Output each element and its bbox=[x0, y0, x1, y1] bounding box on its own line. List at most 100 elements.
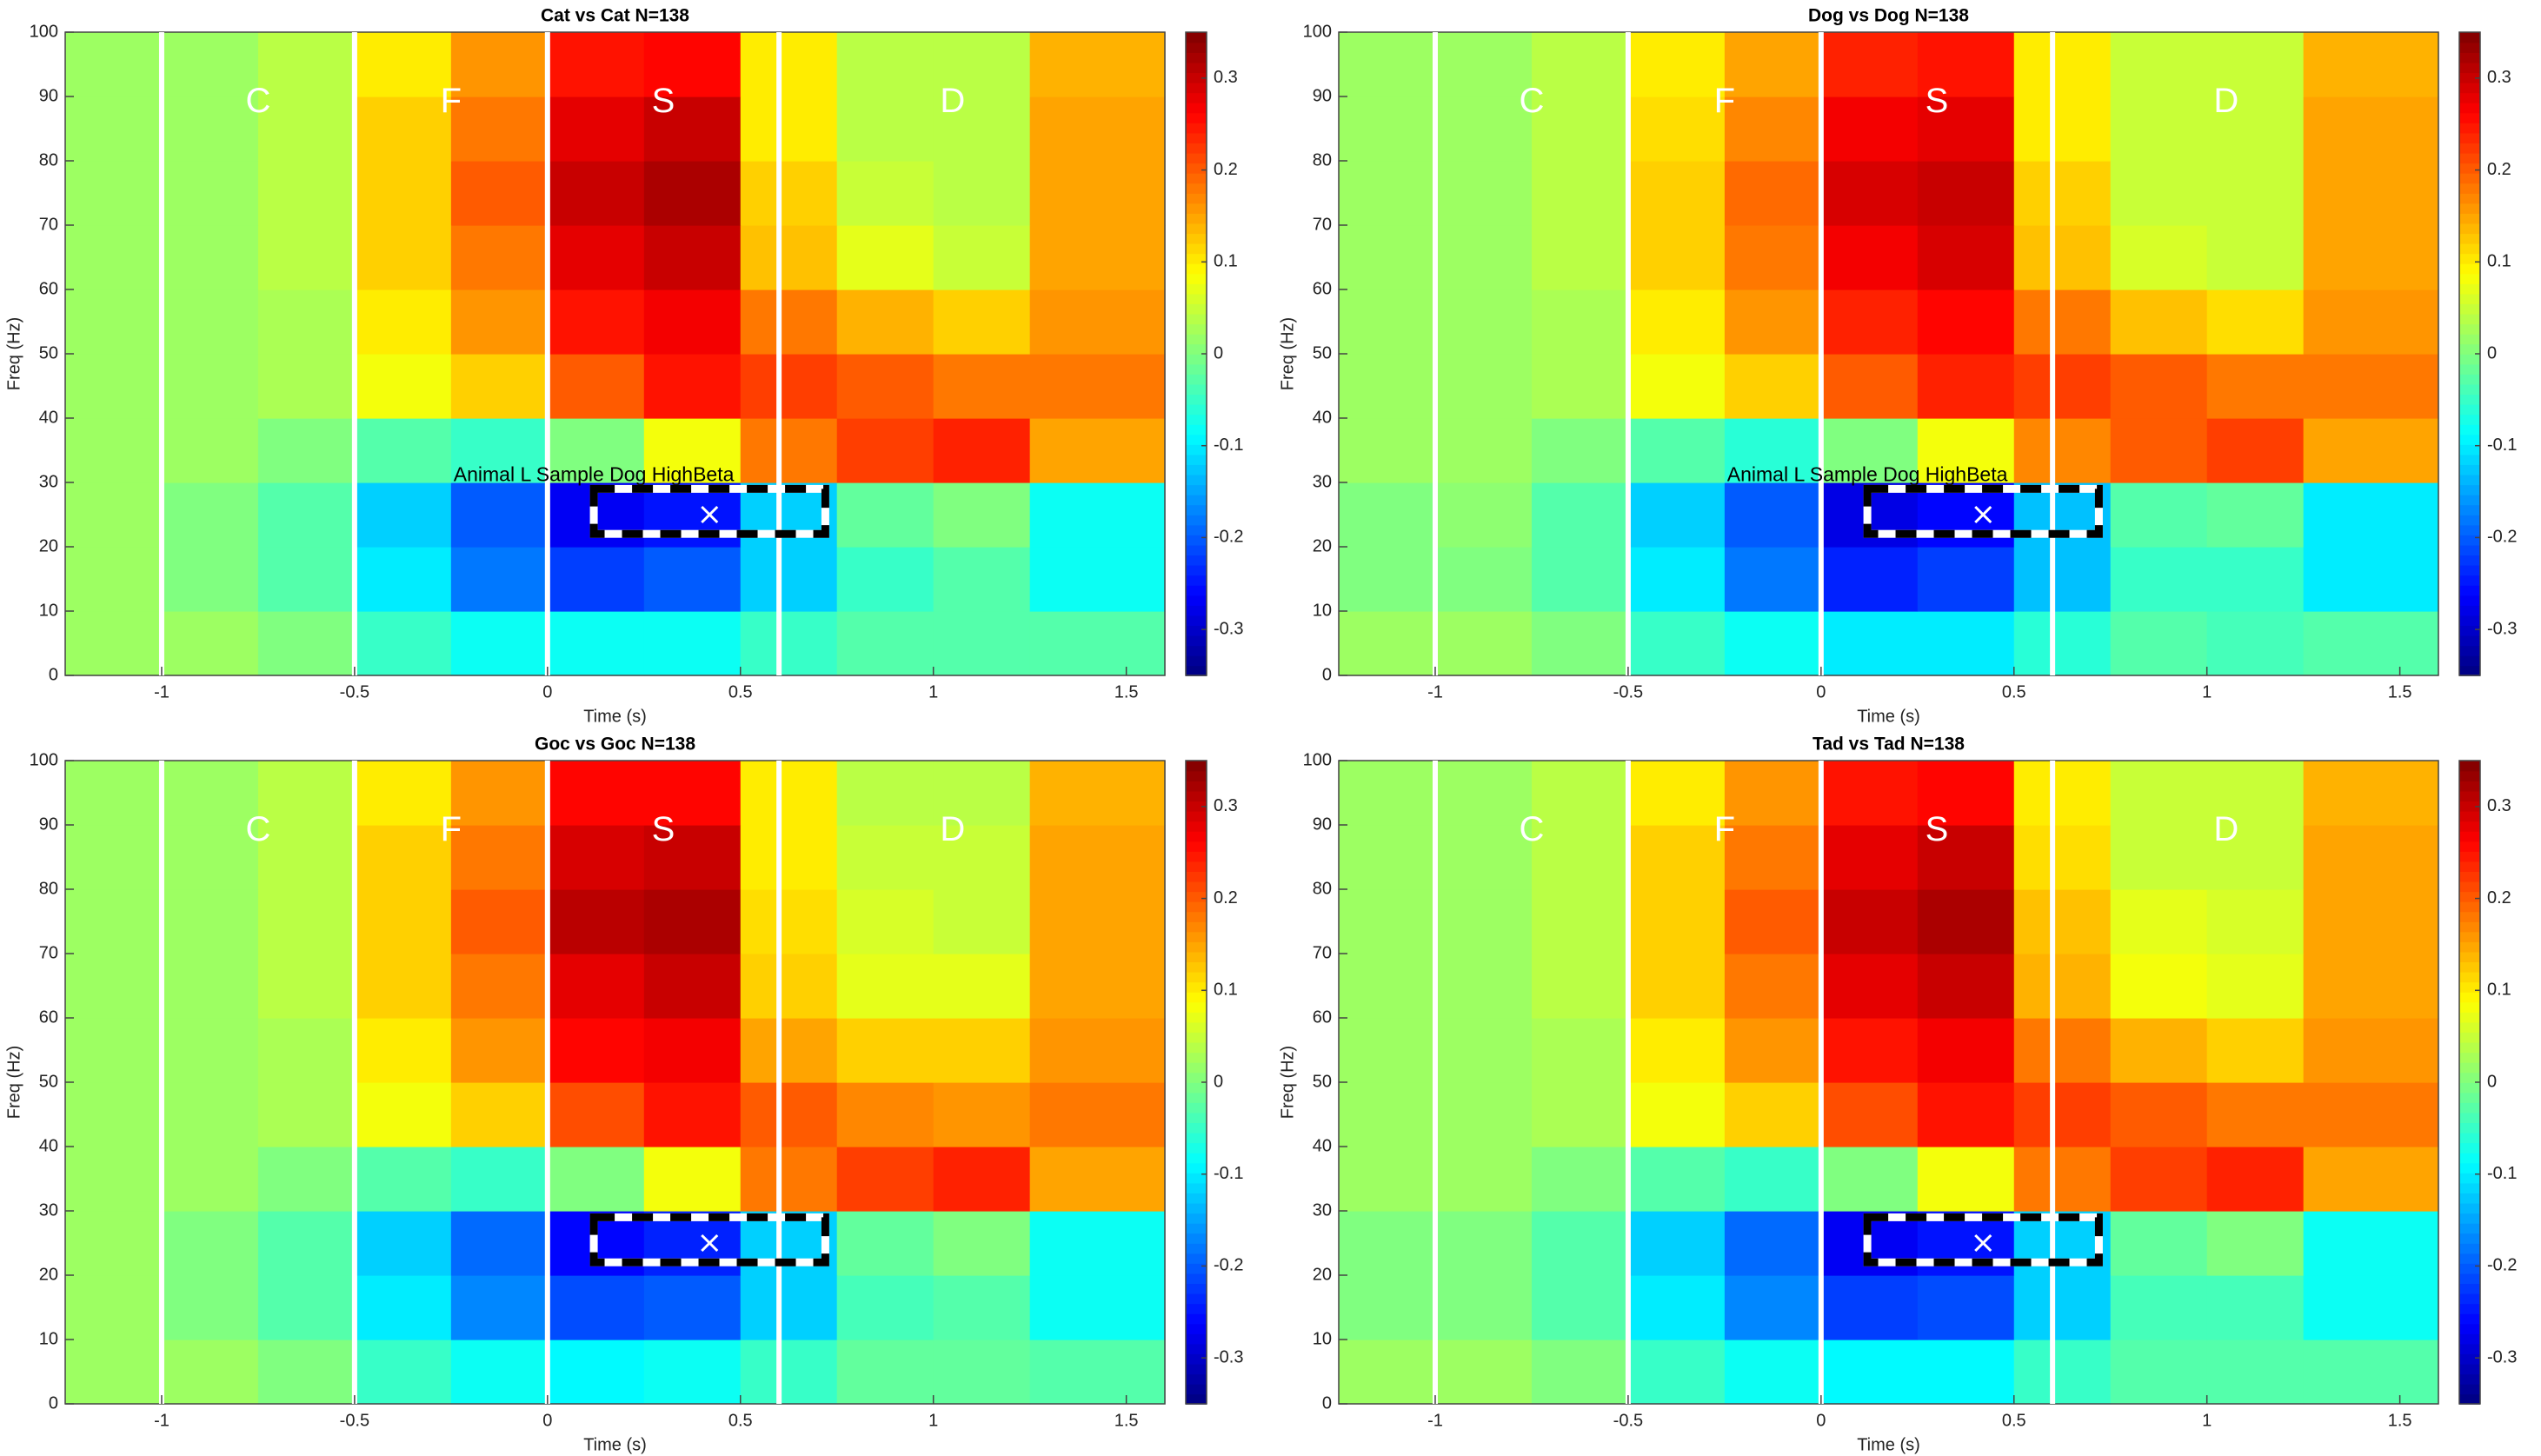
colorbar-step bbox=[1186, 1041, 1207, 1054]
colorbar-step bbox=[2459, 1162, 2480, 1173]
heatmap-cell bbox=[1820, 418, 1919, 483]
heatmap-cell bbox=[933, 1018, 1031, 1083]
heatmap-cell bbox=[161, 1018, 259, 1083]
heatmap-cell bbox=[450, 482, 549, 548]
heatmap-cell bbox=[161, 825, 259, 890]
colorbar-step bbox=[1186, 595, 1207, 606]
annotation: Animal L Sample Dog HighBeta bbox=[454, 463, 735, 486]
colorbar-step bbox=[1186, 1233, 1207, 1244]
heatmap-cell bbox=[161, 761, 259, 826]
heatmap-cell bbox=[547, 96, 645, 162]
heatmap-cell bbox=[1627, 1082, 1726, 1147]
heatmap-cell bbox=[1339, 289, 1436, 355]
colorbar-step bbox=[1186, 223, 1207, 235]
y-tick-label: 90 bbox=[1313, 814, 1332, 834]
colorbar-step bbox=[1186, 363, 1207, 375]
colorbar-tick-label: 0 bbox=[1214, 343, 1223, 362]
colorbar-step bbox=[1186, 1052, 1207, 1063]
heatmap-cell bbox=[1434, 418, 1533, 483]
colorbar-tick-label: 0 bbox=[2487, 343, 2497, 362]
heatmap-cell bbox=[1917, 547, 2015, 612]
heatmap-cell bbox=[161, 889, 259, 954]
annotation: C bbox=[1519, 82, 1544, 120]
annotation: S bbox=[652, 82, 675, 120]
heatmap-cell bbox=[354, 889, 452, 954]
colorbar-step bbox=[2459, 1112, 2480, 1124]
colorbar-step bbox=[2459, 761, 2480, 772]
heatmap-cell bbox=[65, 161, 163, 226]
colorbar-step bbox=[1186, 605, 1207, 616]
heatmap-cell bbox=[740, 1018, 838, 1083]
heatmap-cell bbox=[933, 889, 1031, 954]
heatmap-cell bbox=[2013, 1275, 2112, 1340]
heatmap-cell bbox=[2013, 354, 2112, 419]
heatmap-cell bbox=[547, 289, 645, 355]
heatmap-cell bbox=[354, 32, 452, 97]
heatmap-cell bbox=[257, 482, 356, 548]
heatmap-cell bbox=[1724, 1211, 1822, 1276]
heatmap-cell bbox=[643, 547, 742, 612]
y-tick-label: 50 bbox=[39, 343, 58, 362]
colorbar-step bbox=[2459, 605, 2480, 616]
roi-box-dash bbox=[1863, 1213, 2103, 1267]
heatmap-cell bbox=[1339, 889, 1436, 954]
colorbar-step bbox=[1186, 474, 1207, 486]
colorbar-step bbox=[2459, 1142, 2480, 1153]
colorbar-step bbox=[1186, 403, 1207, 416]
chart-title: Cat vs Cat N=138 bbox=[541, 6, 689, 26]
y-tick-label: 70 bbox=[1313, 215, 1332, 234]
heatmap-cell bbox=[2206, 32, 2305, 97]
colorbar-step bbox=[2459, 861, 2480, 872]
heatmap-cell bbox=[65, 418, 163, 483]
colorbar-step bbox=[2459, 454, 2480, 465]
heatmap-cell bbox=[740, 547, 838, 612]
colorbar-step bbox=[1186, 383, 1207, 396]
colorbar-step bbox=[2459, 313, 2480, 325]
heatmap-cell bbox=[836, 225, 935, 290]
colorbar-step bbox=[2459, 595, 2480, 606]
y-tick-label: 10 bbox=[39, 1329, 58, 1348]
heatmap-cell bbox=[354, 225, 452, 290]
colorbar-step bbox=[2459, 414, 2480, 425]
colorbar-step bbox=[2459, 564, 2480, 576]
colorbar-step bbox=[1186, 183, 1207, 194]
colorbar-step bbox=[2459, 1273, 2480, 1285]
heatmap-cell bbox=[1627, 889, 1726, 954]
heatmap-cell bbox=[740, 825, 838, 890]
colorbar-step bbox=[2459, 1222, 2480, 1234]
colorbar-tick-label: 0.1 bbox=[1214, 252, 1238, 271]
heatmap-cell bbox=[740, 161, 838, 226]
heatmap-cell bbox=[2013, 1147, 2112, 1212]
colorbar-step bbox=[2459, 1061, 2480, 1074]
colorbar-step bbox=[1186, 564, 1207, 576]
heatmap-cell bbox=[643, 1275, 742, 1340]
colorbar-tick-label: -0.3 bbox=[2487, 1347, 2517, 1366]
y-tick-label: 30 bbox=[1313, 1200, 1332, 1220]
heatmap-cell bbox=[1339, 761, 1436, 826]
colorbar-step bbox=[1186, 504, 1207, 515]
x-tick-label: 0.5 bbox=[2002, 682, 2026, 701]
colorbar-step bbox=[2459, 434, 2480, 445]
colorbar-step bbox=[2459, 555, 2480, 566]
heatmap-cell bbox=[740, 418, 838, 483]
colorbar-step bbox=[1186, 1072, 1207, 1083]
heatmap-cell bbox=[1029, 289, 1166, 355]
heatmap-cell bbox=[354, 161, 452, 226]
heatmap-cell bbox=[2013, 954, 2112, 1019]
heatmap-cell bbox=[547, 611, 645, 676]
colorbar-step bbox=[1186, 871, 1207, 882]
heatmap-cell bbox=[2206, 161, 2305, 226]
colorbar-step bbox=[2459, 1072, 2480, 1083]
colorbar-step bbox=[2459, 810, 2480, 822]
colorbar-tick-label: -0.3 bbox=[1214, 1347, 1243, 1366]
heatmap-cell bbox=[2110, 547, 2208, 612]
panel: -1 -0.5 0 0.5 1 1.5 0 10 20 30 40 50 60 70 80 90 100 Dog … bbox=[1278, 6, 2517, 727]
heatmap-cell bbox=[1434, 32, 1533, 97]
heatmap-cell bbox=[1531, 96, 1629, 162]
colorbar-step bbox=[1186, 203, 1207, 214]
colorbar-step bbox=[1186, 535, 1207, 546]
heatmap-cell bbox=[2110, 1018, 2208, 1083]
heatmap-cell bbox=[1531, 1275, 1629, 1340]
heatmap-cell bbox=[1434, 1211, 1533, 1276]
heatmap-cell bbox=[1339, 96, 1436, 162]
